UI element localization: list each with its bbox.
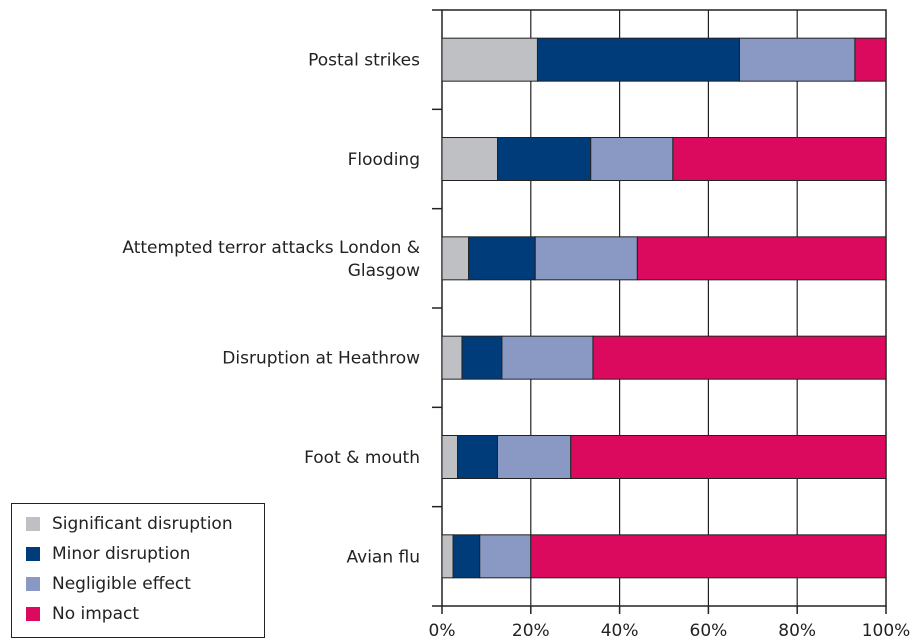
x-tick-label: 80% [778, 621, 816, 641]
bar-segment [534, 236, 638, 281]
legend-item-minor: Minor disruption [26, 544, 190, 564]
category-label: Avian flu [347, 547, 421, 567]
bar-segment [479, 534, 532, 579]
legend: Significant disruption Minor disruption … [11, 503, 265, 638]
bar-segment [452, 534, 481, 579]
bar-segment [441, 236, 470, 281]
bar-segment [468, 236, 536, 281]
bar-segment [738, 37, 856, 82]
legend-swatch-minor [26, 547, 40, 561]
bar-segment [570, 435, 887, 479]
bar-segment [457, 435, 499, 479]
x-tick-label: 40% [601, 621, 639, 641]
legend-label-minor: Minor disruption [52, 544, 191, 564]
bar-segment [441, 137, 498, 181]
bars [441, 37, 887, 579]
bar-segment [854, 37, 887, 82]
plot-frame [441, 9, 887, 607]
bar-segment [461, 335, 503, 380]
legend-item-significant: Significant disruption [26, 514, 233, 534]
bar-segment [590, 137, 674, 181]
category-label: Flooding [348, 150, 420, 170]
bar-segment [672, 137, 887, 181]
legend-label-negligible: Negligible effect [52, 574, 191, 594]
category-label: Glasgow [348, 261, 420, 281]
bar-segment [592, 335, 887, 380]
category-label: Foot & mouth [304, 448, 420, 468]
bar-segment [441, 534, 454, 579]
category-label: Disruption at Heathrow [222, 349, 420, 369]
bar-segment [501, 335, 594, 380]
bar-segment [497, 435, 572, 479]
legend-item-no-impact: No impact [26, 604, 139, 624]
legend-label-no-impact: No impact [52, 604, 140, 624]
x-tick-label: 100% [862, 621, 911, 641]
legend-label-significant: Significant disruption [52, 514, 233, 534]
bar-segment [636, 236, 887, 281]
x-tick-label: 0% [429, 621, 456, 641]
legend-swatch-negligible [26, 577, 40, 591]
x-tick-label: 20% [512, 621, 550, 641]
x-tick-label: 60% [690, 621, 728, 641]
legend-item-negligible: Negligible effect [26, 574, 191, 594]
plot-area [432, 9, 887, 614]
bar-segment [441, 37, 538, 82]
bar-segment [530, 534, 887, 579]
category-labels: Postal strikes Flooding Attempted terror a… [122, 51, 420, 568]
bar-segment [497, 137, 592, 181]
bar-segment [536, 37, 740, 82]
x-tick-labels: 0% 20% 40% 60% 80% 100% [429, 621, 911, 641]
bar-segment [441, 435, 459, 479]
legend-swatch-significant [26, 517, 40, 531]
category-label: Postal strikes [308, 51, 420, 71]
bar-segment [441, 335, 463, 380]
category-label: Attempted terror attacks London & [122, 238, 420, 258]
legend-swatch-no-impact [26, 607, 40, 621]
